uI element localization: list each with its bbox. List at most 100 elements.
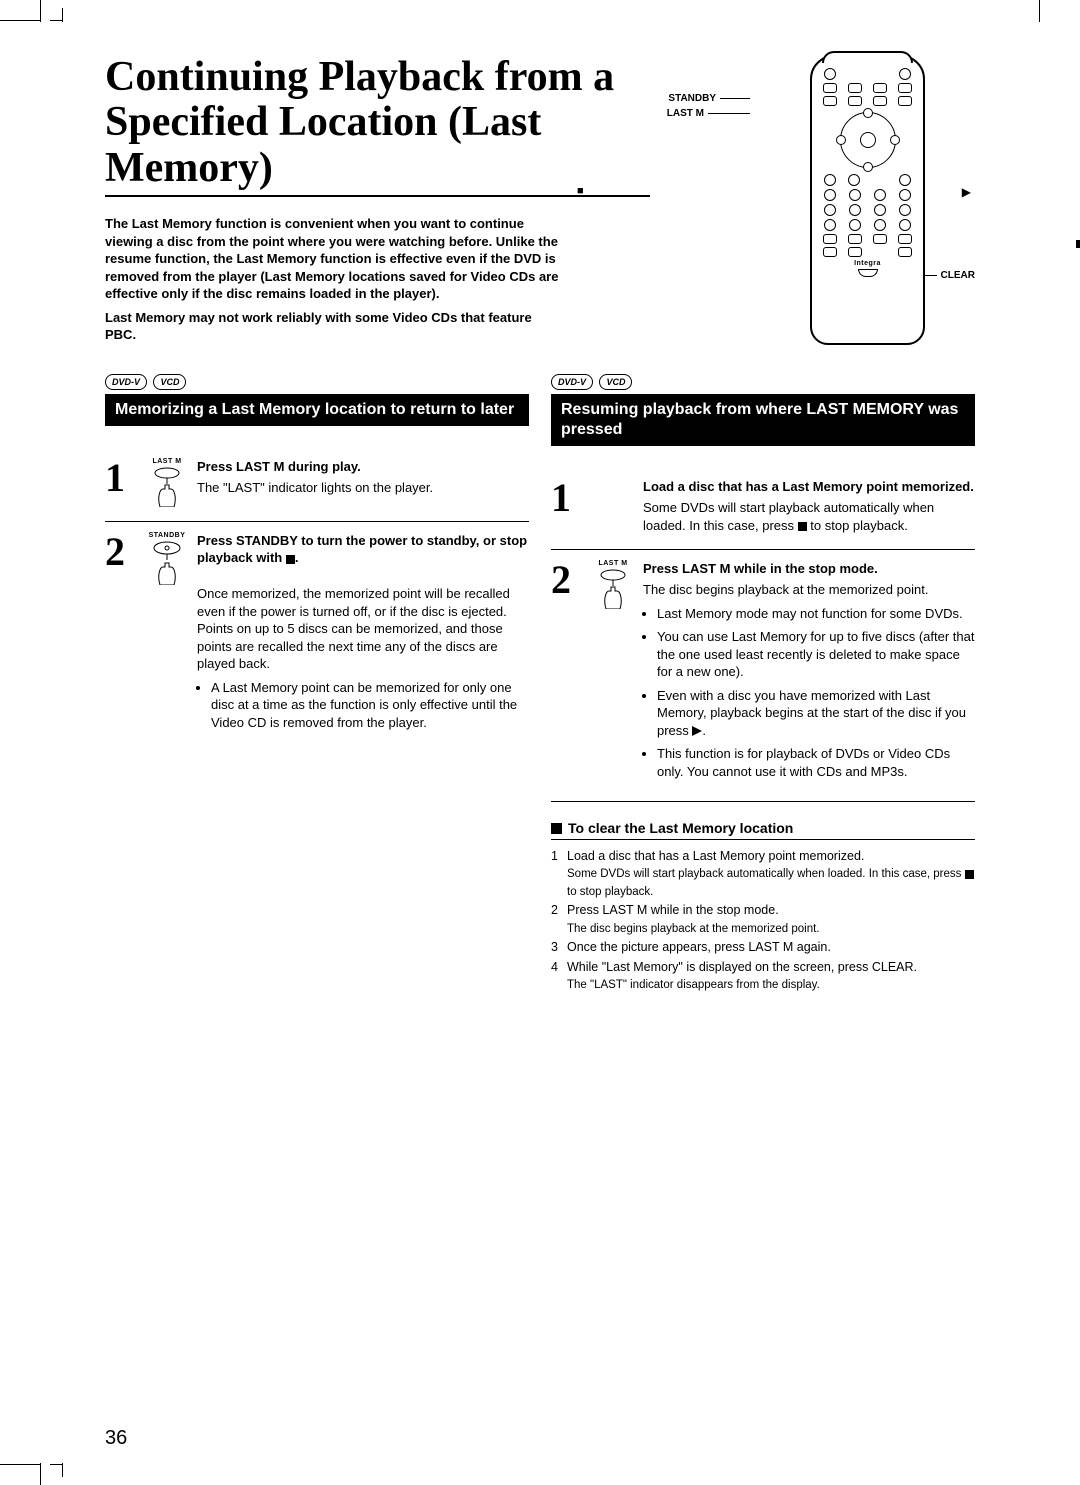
step-number: 1 [105,458,137,507]
remote-press-icon: LAST M [583,560,643,787]
stop-icon [286,555,295,564]
clear-subheading: To clear the Last Memory location [551,820,975,840]
remote-btn [824,68,836,80]
list-text: Press LAST M while in the stop mode. [567,903,779,917]
remote-brand: Integra [854,260,881,267]
step-bullet: Even with a disc you have memorized with… [657,687,975,740]
stop-icon [798,522,807,531]
remote-btn [899,219,911,231]
remote-btn [898,96,912,106]
remote-dpad [838,110,898,170]
remote-press-icon: STANDBY [137,532,197,737]
remote-btn [873,83,887,93]
remote-btn [874,219,886,231]
right-step-1: 1 Load a disc that has a Last Memory poi… [551,468,975,550]
right-step-2: 2 LAST M Press LAST M while in the stop … [551,550,975,802]
list-number: 3 [551,939,567,957]
remote-btn [848,174,860,186]
remote-btn [899,174,911,186]
remote-ir-window [858,269,878,277]
list-subtext: The disc begins playback at the memorize… [567,923,820,935]
stop-icon: ■ [577,185,584,197]
disc-badges: DVD-V VCD [105,372,529,390]
remote-btn [848,234,862,244]
list-subtext: Some DVDs will start playback automatica… [567,868,974,898]
right-column: DVD-V VCD Resuming playback from where L… [551,372,975,996]
remote-btn [848,247,862,257]
remote-btn [848,83,862,93]
left-step-1: 1 LAST M Press LAST M during play. The "… [105,448,529,522]
remote-btn [899,204,911,216]
left-step-2: 2 STANDBY Press STANDBY to turn the powe… [105,522,529,751]
remote-illustration: Integra ■ ▶ [810,55,925,345]
remote-btn [823,247,837,257]
list-number: 1 [551,848,567,901]
remote-btn [848,96,862,106]
remote-btn [824,174,836,186]
disc-badges: DVD-V VCD [551,372,975,390]
step-bold: Load a disc that has a Last Memory point… [643,478,975,496]
remote-btn [899,189,911,201]
step-bold: Press LAST M during play. [197,458,529,476]
page-number: 36 [105,1427,127,1450]
list-number: 4 [551,959,567,994]
play-icon: ▶ [962,185,971,199]
label-lastm: LAST M [667,108,704,119]
step-bullet: You can use Last Memory for up to five d… [657,628,975,681]
step-number: 2 [105,532,137,737]
remote-btn [874,204,886,216]
icon-label: LAST M [583,560,643,567]
step-number: 1 [551,478,583,535]
right-heading: Resuming playback from where LAST MEMORY… [551,394,975,446]
step-bold: Press LAST M while in the stop mode. [643,560,975,578]
remote-btn [898,247,912,257]
clear-procedure: 1Load a disc that has a Last Memory poin… [551,848,975,994]
intro-p1: The Last Memory function is convenient w… [105,215,565,303]
badge-vcd: VCD [599,374,632,390]
remote-callout-labels: STANDBY LAST M [667,93,750,123]
badge-dvdv: DVD-V [551,374,593,390]
icon-label: LAST M [137,458,197,465]
remote-btn [823,83,837,93]
step-bullet: Last Memory mode may not function for so… [657,605,975,623]
remote-btn [873,234,887,244]
remote-btn [898,83,912,93]
left-heading: Memorizing a Last Memory location to ret… [105,394,529,426]
remote-btn [823,96,837,106]
remote-btn [824,204,836,216]
page-title: Continuing Playback from a Specified Loc… [105,55,650,197]
step-bullet: A Last Memory point can be memorized for… [211,679,529,732]
step-bold: Press STANDBY to turn the power to stand… [197,532,529,567]
list-text: Load a disc that has a Last Memory point… [567,849,864,863]
remote-btn [823,234,837,244]
icon-label: STANDBY [137,532,197,539]
remote-btn [849,189,861,201]
remote-btn [873,96,887,106]
remote-btn [899,68,911,80]
left-column: DVD-V VCD Memorizing a Last Memory locat… [105,372,529,996]
step-body: The disc begins playback at the memorize… [643,581,975,599]
badge-dvdv: DVD-V [105,374,147,390]
step-number: 2 [551,560,583,787]
remote-btn [849,204,861,216]
list-text: Once the picture appears, press LAST M a… [567,940,831,954]
step-body: The "LAST" indicator lights on the playe… [197,479,529,497]
remote-btn [824,219,836,231]
remote-btn [824,189,836,201]
square-bullet-icon [551,823,562,834]
list-subtext: The "LAST" indicator disappears from the… [567,979,820,991]
step-body: Once memorized, the memorized point will… [197,585,529,673]
page-content: Continuing Playback from a Specified Loc… [105,55,975,996]
badge-vcd: VCD [153,374,186,390]
label-standby: STANDBY [668,93,716,104]
title-line2: Specified Location (Last Memory) [105,99,541,190]
title-line1: Continuing Playback from a [105,54,614,100]
intro-text: The Last Memory function is convenient w… [105,215,565,344]
remote-btn [874,189,886,201]
remote-btn [849,219,861,231]
step-body: Some DVDs will start playback automatica… [643,499,975,534]
play-icon [692,726,702,736]
label-clear: CLEAR [941,270,975,281]
intro-p2: Last Memory may not work reliably with s… [105,309,565,344]
list-text: While "Last Memory" is displayed on the … [567,960,917,974]
